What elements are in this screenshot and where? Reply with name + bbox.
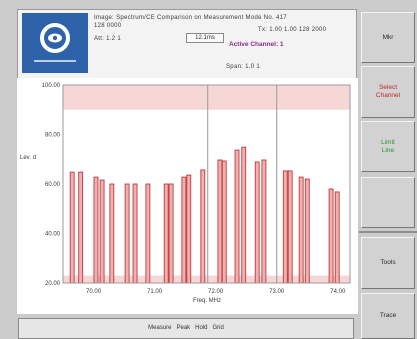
spectrum-plot: 100.00 80.00 60.00 40.00 20.00 70.00 71.00 72.… (20, 83, 351, 304)
marker-lines (207, 85, 278, 283)
bar (234, 149, 240, 284)
bar (109, 183, 115, 284)
bar (304, 178, 310, 284)
header-line2-left: 128 0000 (94, 23, 122, 29)
bottom-status-bar[interactable]: Measure Peak Hold Grid (18, 318, 354, 339)
time-box: 12.1ms (186, 33, 224, 43)
x-tick-label: 72.00 (208, 289, 224, 295)
x-tick-labels: 70.00 71.00 72.00 73.00 74.00 (86, 289, 346, 295)
y-tick-label: 100.00 (42, 83, 61, 89)
x-tick-label: 73.00 (269, 289, 285, 295)
bar (261, 159, 267, 284)
softkey-label: Trace (379, 312, 397, 319)
plot-frame (62, 84, 351, 284)
y-tick-label: 40.00 (45, 232, 61, 238)
bar (200, 169, 206, 284)
x-axis-title: Freq. MHz (193, 298, 221, 304)
bar (163, 183, 169, 284)
bar (78, 171, 84, 284)
bar (217, 159, 223, 284)
bar (287, 170, 293, 284)
bar (168, 183, 174, 284)
limit-band (63, 275, 350, 283)
limit-band (63, 85, 350, 110)
bar (181, 176, 187, 284)
bar (241, 146, 247, 284)
bar (132, 183, 138, 284)
softkey-select-channel[interactable]: Select Channel (361, 66, 415, 118)
y-tick-label: 80.00 (45, 133, 61, 139)
header-line2-right: Tx: 1.00 1.00 128 2000 (258, 27, 327, 33)
softkey-mkr[interactable]: Mkr (361, 12, 415, 63)
x-tick-label: 70.00 (86, 289, 102, 295)
bar (221, 160, 227, 284)
bar (99, 179, 105, 284)
bar (93, 176, 99, 284)
active-channel-label: Active Channel: 1 (229, 41, 284, 48)
bar (69, 171, 75, 284)
bar (145, 183, 151, 284)
y-tick-label: 20.00 (45, 281, 61, 287)
bar (124, 183, 130, 284)
bar (186, 174, 192, 284)
header-title: Image: Spectrum/CE Comparison on Measure… (94, 15, 287, 21)
softkey-label: Line (381, 146, 395, 154)
logo-emblem-icon (34, 23, 76, 62)
x-tick-label: 74.00 (330, 289, 346, 295)
bar (298, 176, 304, 284)
softkey-blank[interactable] (361, 177, 415, 228)
y-tick-label: 60.00 (45, 182, 61, 188)
bar (334, 191, 340, 284)
x-tick-label: 71.00 (147, 289, 163, 295)
bar (328, 188, 334, 284)
header-line3-left: Att: 1.2 1 (94, 36, 122, 42)
softkey-limit-line[interactable]: Limit Line (361, 121, 415, 172)
softkey-label: Mkr (382, 33, 394, 41)
softkey-label: Limit (381, 138, 395, 146)
y-axis-title: Lev. d (20, 155, 36, 161)
logo (22, 13, 88, 73)
y-tick-labels: 100.00 80.00 60.00 40.00 20.00 (42, 83, 61, 287)
bar (282, 170, 288, 284)
softkey-label: Select (378, 84, 398, 91)
softkey-divider (359, 231, 417, 233)
softkey-label: Tools (380, 259, 396, 266)
header-line4: Span: 1.0 1 (226, 64, 260, 70)
softkey-trace[interactable]: Trace (361, 293, 415, 339)
softkey-tools[interactable]: Tools (361, 237, 415, 289)
spectrum-chart: 100.00 80.00 60.00 40.00 20.00 70.00 71.00 72.… (17, 78, 358, 314)
bar (254, 161, 260, 284)
limit-bands (63, 85, 350, 283)
softkey-label: Channel (375, 92, 401, 99)
